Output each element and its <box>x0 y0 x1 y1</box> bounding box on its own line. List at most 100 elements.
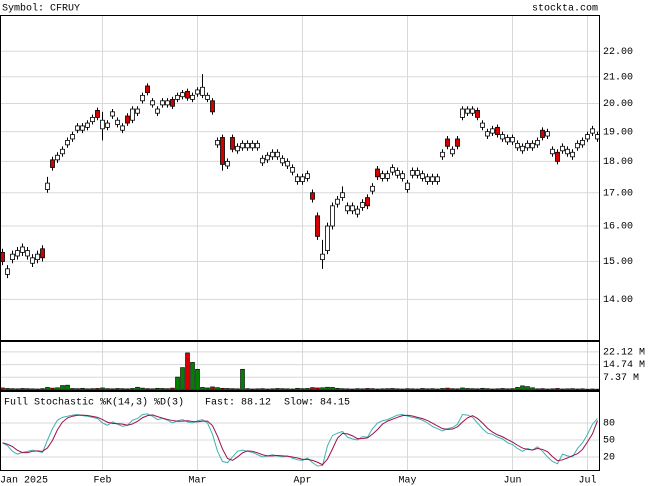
candle-body <box>525 142 530 149</box>
volume-bar <box>50 387 55 391</box>
candle-body <box>380 173 385 179</box>
volume-bar <box>125 388 130 391</box>
volume-bar <box>380 388 385 391</box>
candle-body <box>235 145 240 152</box>
candle-body <box>70 134 75 140</box>
volume-bar <box>460 387 465 391</box>
candle-body <box>20 246 25 253</box>
candle-body <box>330 205 335 227</box>
volume-bar <box>300 388 305 391</box>
stochastic-line <box>2 414 598 466</box>
volume-bar <box>105 388 110 391</box>
volume-bar <box>485 388 490 391</box>
volume-bar <box>465 388 470 391</box>
chart-title: Symbol: CFRUY <box>2 3 80 15</box>
candle-body <box>85 122 90 128</box>
volume-bar <box>455 388 460 391</box>
candle-body <box>385 173 390 179</box>
volume-bar <box>115 388 120 391</box>
volume-bar <box>295 387 300 391</box>
candle-body <box>460 108 465 118</box>
candle-body <box>125 115 130 124</box>
y-tick-label: 14.00 <box>603 295 633 306</box>
volume-bar <box>210 386 215 391</box>
volume-bar <box>80 387 85 391</box>
candle-body <box>130 108 135 121</box>
volume-bar <box>425 388 430 391</box>
volume-bar <box>435 388 440 391</box>
volume-bar <box>430 388 435 391</box>
x-tick-label: Feb <box>93 475 111 486</box>
candle-body <box>120 125 125 131</box>
volume-bar <box>525 386 530 391</box>
x-tick-label: Jan 2025 <box>0 476 48 486</box>
volume-bar <box>205 387 210 391</box>
x-tick-label: Jul <box>578 475 596 486</box>
volume-bar <box>360 388 365 391</box>
candle-body <box>500 134 505 140</box>
candle-body <box>155 108 160 114</box>
candle-body <box>255 142 260 149</box>
volume-bar <box>575 388 580 391</box>
candle-body <box>565 148 570 155</box>
y-tick-label: 14.74 M <box>603 360 645 371</box>
candle-body <box>40 248 45 259</box>
candle-body <box>75 125 80 131</box>
candle-body <box>520 145 525 152</box>
panel-frame <box>0 15 600 341</box>
candle-body <box>405 182 410 190</box>
candle-body <box>530 142 535 149</box>
volume-bar <box>260 388 265 391</box>
candle-body <box>160 100 165 106</box>
volume-bar <box>330 387 335 391</box>
candle-body <box>240 142 245 149</box>
candle-body <box>445 138 450 147</box>
volume-bar <box>10 388 15 391</box>
candle-body <box>355 208 360 215</box>
candle-body <box>140 94 145 102</box>
candle-body <box>35 253 40 261</box>
volume-bar <box>150 388 155 391</box>
candle-body <box>425 176 430 182</box>
x-tick-label: Mar <box>188 476 206 486</box>
volume-bar <box>390 388 395 391</box>
candle-body <box>25 250 30 257</box>
volume-bar <box>470 388 475 391</box>
volume-bar <box>0 387 5 391</box>
volume-bar <box>490 388 495 391</box>
volume-bar <box>85 388 90 391</box>
volume-bar <box>280 388 285 391</box>
candle-body <box>535 140 540 146</box>
candle-body <box>575 142 580 149</box>
volume-bar <box>290 388 295 391</box>
candle-body <box>275 151 280 158</box>
volume-bar <box>135 386 140 391</box>
volume-bar <box>140 387 145 391</box>
candle-body <box>400 173 405 179</box>
x-tick-label: Jun <box>503 476 521 486</box>
y-tick-label: 22.12 M <box>603 347 645 358</box>
candle-body <box>55 154 60 161</box>
candle-body <box>475 110 480 118</box>
candle-body <box>290 167 295 173</box>
volume-bar <box>480 387 485 391</box>
candle-body <box>80 125 85 131</box>
candle-body <box>585 134 590 140</box>
volume-bar <box>250 388 255 391</box>
candle-body <box>515 142 520 149</box>
candle-body <box>10 253 15 261</box>
volume-bar <box>500 388 505 391</box>
candle-body <box>390 167 395 173</box>
candle-body <box>165 100 170 106</box>
volume-bar <box>120 388 125 391</box>
candle-body <box>0 251 5 262</box>
volume-bar <box>570 388 575 391</box>
volume-bar <box>245 388 250 391</box>
legend-label: Fast: 88.12 <box>205 398 271 409</box>
volume-bar <box>420 388 425 391</box>
candle-body <box>420 173 425 179</box>
candle-body <box>265 154 270 161</box>
volume-bar <box>365 388 370 391</box>
volume-bar <box>345 388 350 391</box>
candle-body <box>510 137 515 143</box>
